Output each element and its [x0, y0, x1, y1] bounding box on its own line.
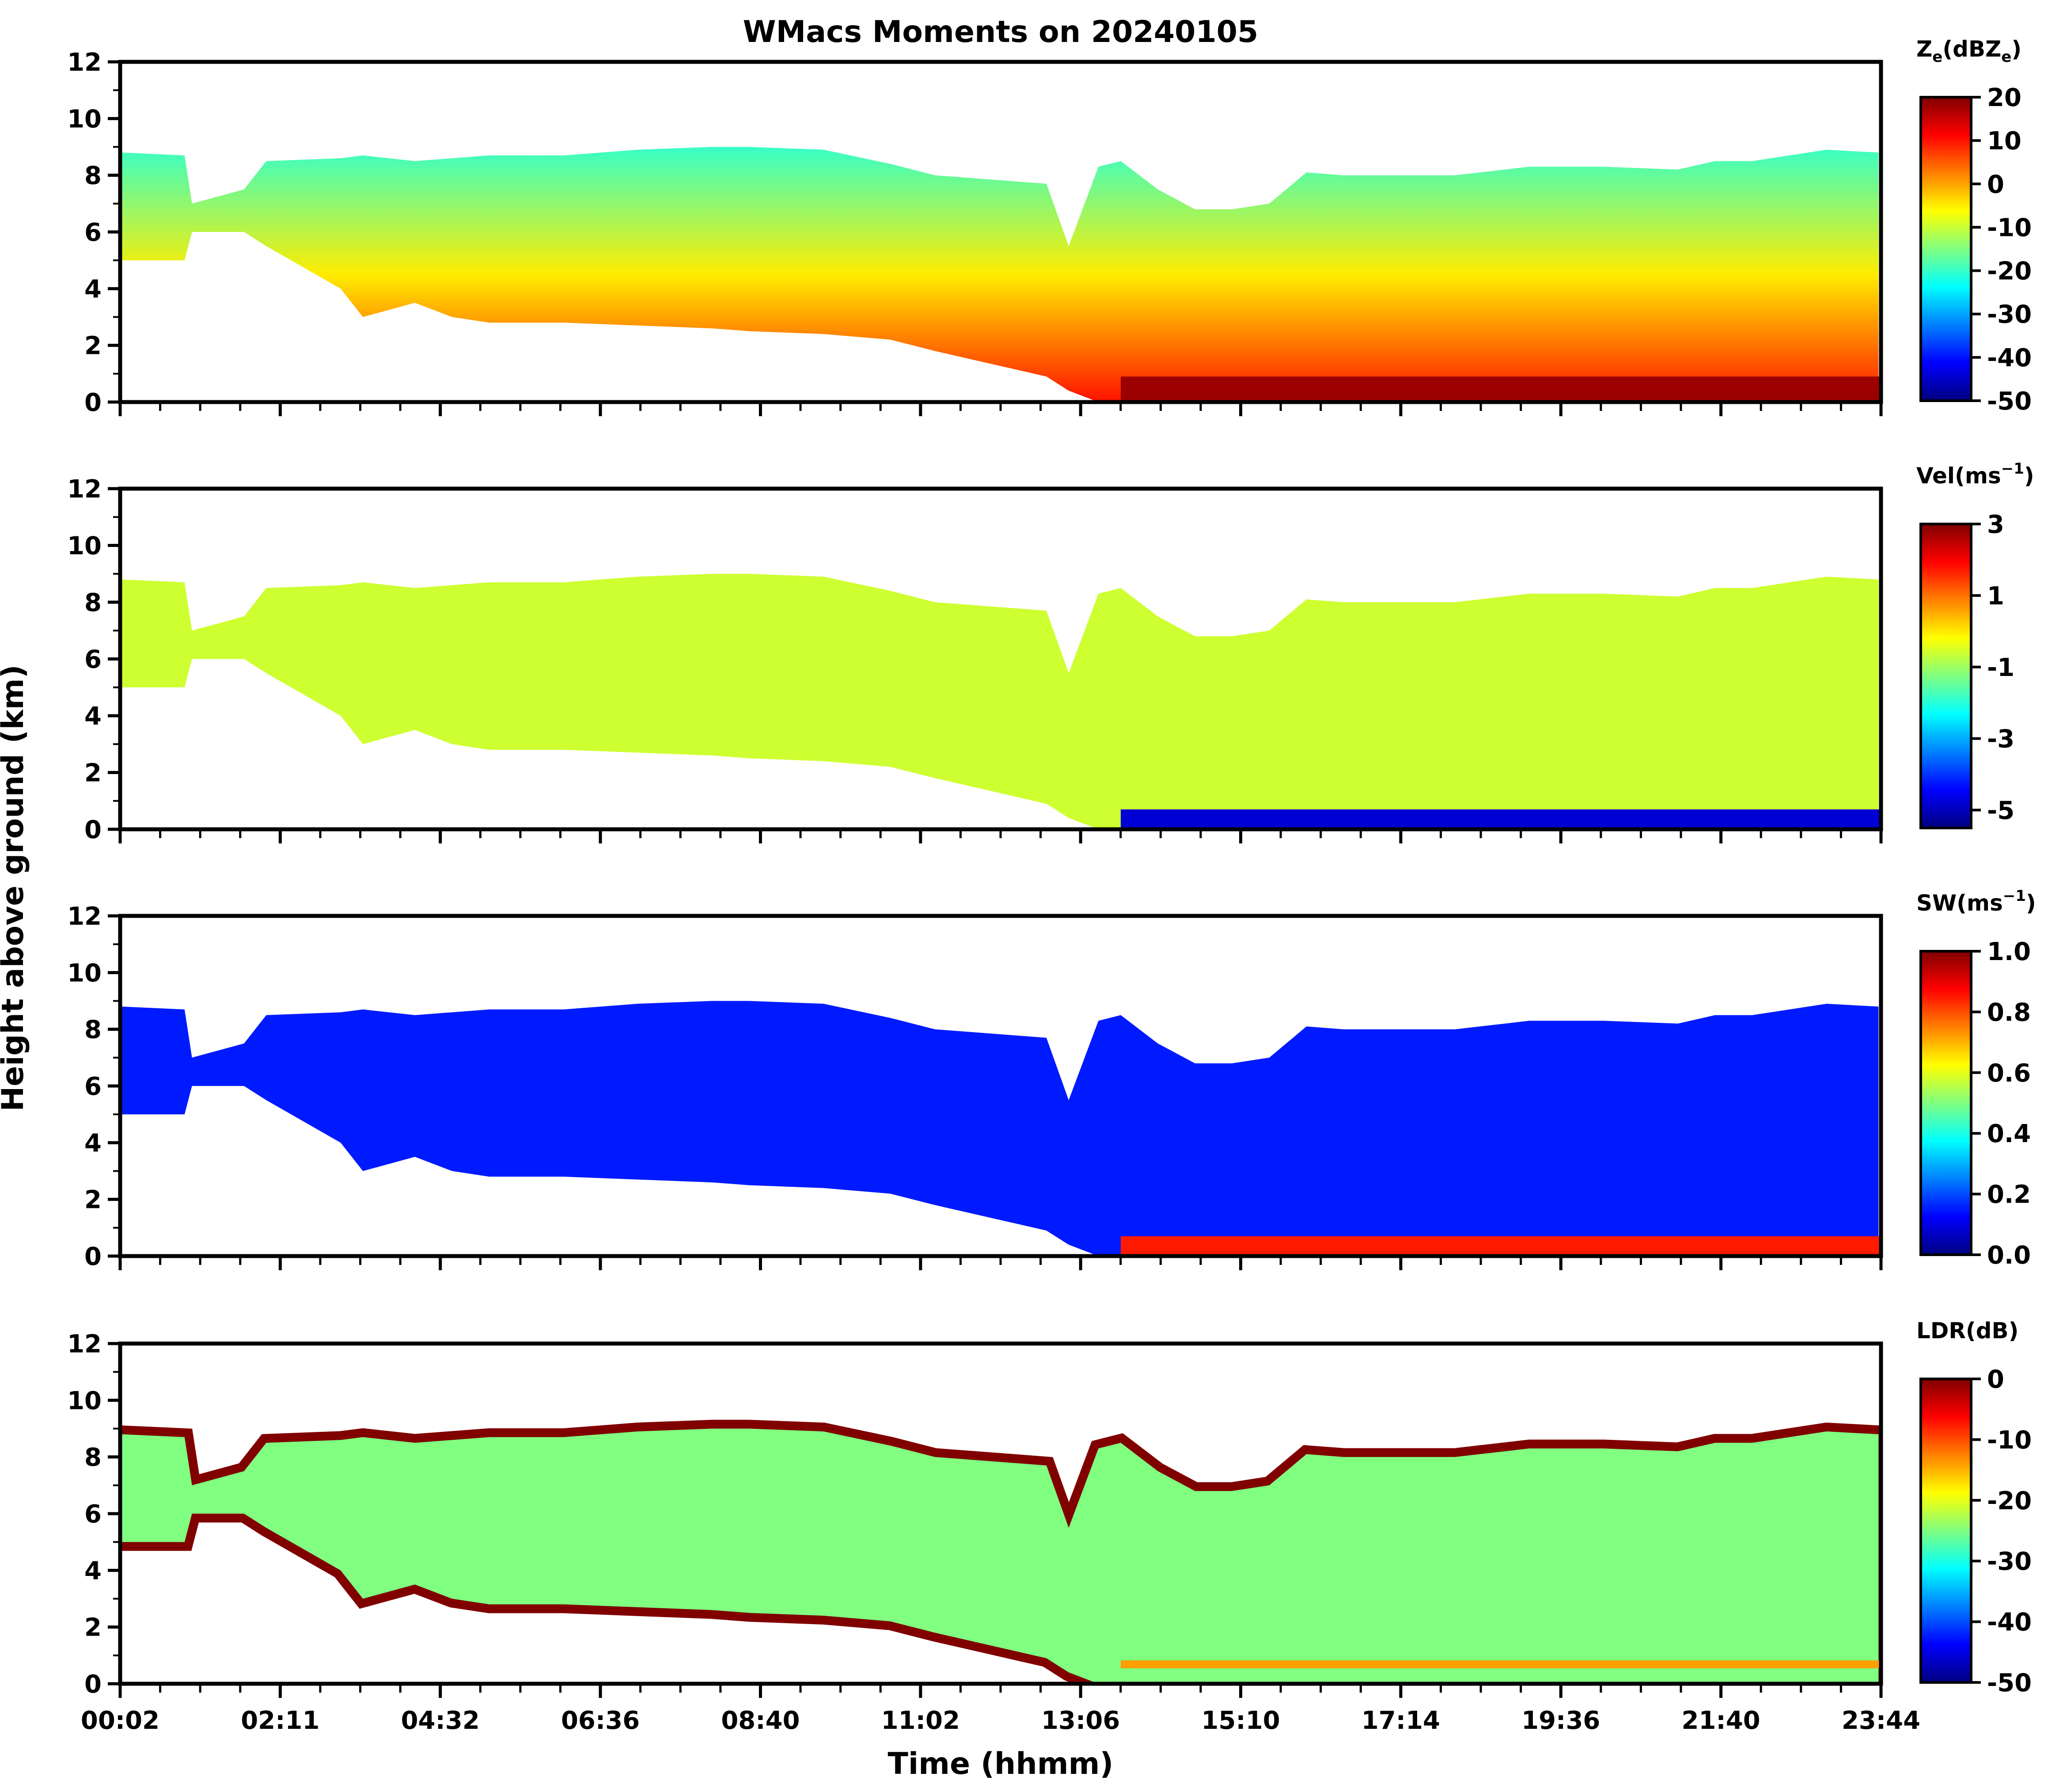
y-tick-label: 8 — [84, 1443, 102, 1472]
y-tick-label: 2 — [84, 1186, 102, 1215]
colorbar-tick-label: -40 — [1987, 344, 2032, 372]
colorbar-tick-label: 1.0 — [1987, 938, 2031, 966]
y-tick-label: 8 — [84, 588, 102, 617]
y-tick-label: 10 — [67, 1386, 102, 1415]
y-tick-label: 12 — [67, 475, 102, 504]
y-tick-label: 0 — [84, 1670, 102, 1699]
colorbar-tick-label: 0 — [1987, 170, 2004, 199]
colorbar-tick-label: -50 — [1987, 1669, 2032, 1697]
x-tick-label: 08:40 — [721, 1706, 800, 1735]
x-tick-label: 06:36 — [561, 1706, 640, 1735]
figure-title: WMacs Moments on 20240105 — [743, 15, 1259, 49]
colorbar-title-sw: SW(ms−1) — [1916, 887, 2036, 916]
y-tick-label: 6 — [84, 218, 102, 247]
y-tick-label: 12 — [67, 902, 102, 931]
y-tick-label: 6 — [84, 1500, 102, 1529]
panel-sw: 0 2 4 6 8 10 12 1.0 0.8 0.6 0.4 0.2 0.0 SW(ms−1) — [67, 887, 2036, 1271]
rain-layer-band — [1120, 1236, 1881, 1256]
colorbar-tick-label: 0.6 — [1987, 1059, 2031, 1088]
y-tick-label: 8 — [84, 1016, 102, 1044]
x-tick-label: 13:06 — [1041, 1706, 1120, 1735]
y-tick-label: 4 — [84, 275, 102, 304]
x-tick-label: 17:14 — [1361, 1706, 1440, 1735]
y-tick-label: 2 — [84, 1614, 102, 1642]
rain-layer-band — [1120, 809, 1881, 829]
colorbar-tick-label: -50 — [1987, 387, 2032, 416]
plot-area-vel — [121, 573, 1881, 829]
y-tick-label: 6 — [84, 645, 102, 674]
y-tick-label: 12 — [67, 1330, 102, 1359]
cloud-field — [121, 1001, 1879, 1256]
colorbar-tick-label: -10 — [1987, 213, 2032, 242]
melting-layer-band — [1120, 376, 1881, 402]
colorbar-ldr — [1919, 1378, 1972, 1684]
plot-area-ze — [121, 147, 1881, 402]
y-tick-label: 0 — [84, 1242, 102, 1271]
colorbar-tick-label: -20 — [1987, 257, 2032, 286]
colorbar-tick-label: 0.0 — [1987, 1241, 2031, 1270]
colorbar-title-ldr: LDR(dB) — [1916, 1318, 2018, 1344]
cloud-field — [121, 573, 1879, 829]
x-tick-label: 04:32 — [401, 1706, 480, 1735]
cloud-field — [121, 1428, 1879, 1684]
y-tick-label: 10 — [67, 959, 102, 987]
colorbar-title-vel: Vel(ms−1) — [1916, 460, 2034, 489]
colorbar-tick-label: 1 — [1987, 582, 2004, 611]
colorbar-title-ze: Ze(dBZe) — [1916, 36, 2021, 66]
colorbar-tick-label: -5 — [1987, 797, 2014, 825]
cloud-field — [121, 147, 1879, 402]
colorbar-tick-label: -30 — [1987, 300, 2032, 329]
y-tick-label: 0 — [84, 816, 102, 844]
colorbar-tick-label: -30 — [1987, 1547, 2032, 1576]
colorbar-tick-label: 20 — [1987, 84, 2021, 112]
x-tick-label: 15:10 — [1201, 1706, 1280, 1735]
x-tick-label: 21:40 — [1682, 1706, 1760, 1735]
melting-layer-line — [1120, 1660, 1881, 1669]
y-tick-label: 10 — [67, 532, 102, 561]
y-tick-label: 12 — [67, 48, 102, 77]
colorbar-tick-label: -40 — [1987, 1608, 2032, 1637]
colorbar-tick-label: 3 — [1987, 510, 2004, 539]
y-tick-label: 10 — [67, 105, 102, 133]
y-tick-label: 4 — [84, 1557, 102, 1585]
y-tick-label: 4 — [84, 1129, 102, 1158]
x-tick-label: 19:36 — [1521, 1706, 1600, 1735]
y-tick-label: 2 — [84, 332, 102, 361]
x-axis-title: Time (hhmm) — [887, 1746, 1113, 1781]
colorbar-tick-label: 0 — [1987, 1365, 2004, 1394]
colorbar-tick-label: 0.8 — [1987, 998, 2031, 1027]
colorbar-tick-label: -1 — [1987, 653, 2014, 682]
panel-vel: 0 2 4 6 8 10 12 3 1 -1 -3 -5 Vel(ms−1) — [67, 460, 2034, 844]
x-tick-label: 02:11 — [241, 1706, 319, 1735]
colorbar-tick-label: 0.2 — [1987, 1181, 2031, 1209]
x-tick-label: 23:44 — [1842, 1706, 1920, 1735]
colorbar-tick-label: 0.4 — [1987, 1120, 2031, 1148]
panel-ldr: 0 2 4 6 8 10 12 00:02 02:11 04:32 06:36 08:40 11:02 1… — [67, 1318, 2032, 1735]
colorbar-tick-label: -10 — [1987, 1426, 2032, 1454]
plot-area-ldr — [120, 1420, 1881, 1684]
y-axis-title: Height above ground (km) — [0, 664, 30, 1111]
y-tick-label: 6 — [84, 1072, 102, 1101]
y-tick-label: 4 — [84, 702, 102, 731]
x-tick-label: 11:02 — [881, 1706, 960, 1735]
panel-ze: 0 2 4 6 8 10 12 20 10 0 -10 -20 -30 -40 -50 Ze(dBZe) — [67, 36, 2032, 417]
y-tick-label: 0 — [84, 388, 102, 417]
colorbar-tick-label: -20 — [1987, 1487, 2032, 1515]
colorbar-sw — [1919, 950, 1972, 1256]
y-tick-label: 8 — [84, 162, 102, 190]
colorbar-ze — [1919, 96, 1972, 402]
plot-area-sw — [121, 1001, 1881, 1256]
colorbar-tick-label: -3 — [1987, 725, 2014, 754]
y-tick-label: 2 — [84, 759, 102, 788]
x-tick-label: 00:02 — [81, 1706, 159, 1735]
colorbar-tick-label: 10 — [1987, 127, 2021, 156]
panels-group: 02468101220100-10-20-30-40-50Ze(dBZe)024… — [67, 36, 2036, 1735]
colorbar-vel — [1919, 523, 1972, 829]
